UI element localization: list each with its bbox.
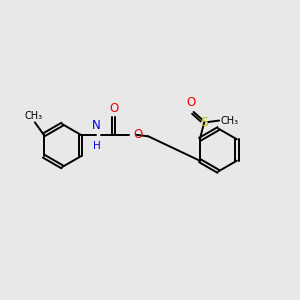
Text: S: S: [200, 116, 208, 129]
Text: O: O: [187, 96, 196, 109]
Text: O: O: [109, 102, 118, 115]
Text: H: H: [93, 141, 101, 152]
Text: CH₃: CH₃: [24, 111, 42, 121]
Text: N: N: [92, 119, 101, 132]
Text: O: O: [134, 128, 143, 141]
Text: CH₃: CH₃: [220, 116, 239, 126]
